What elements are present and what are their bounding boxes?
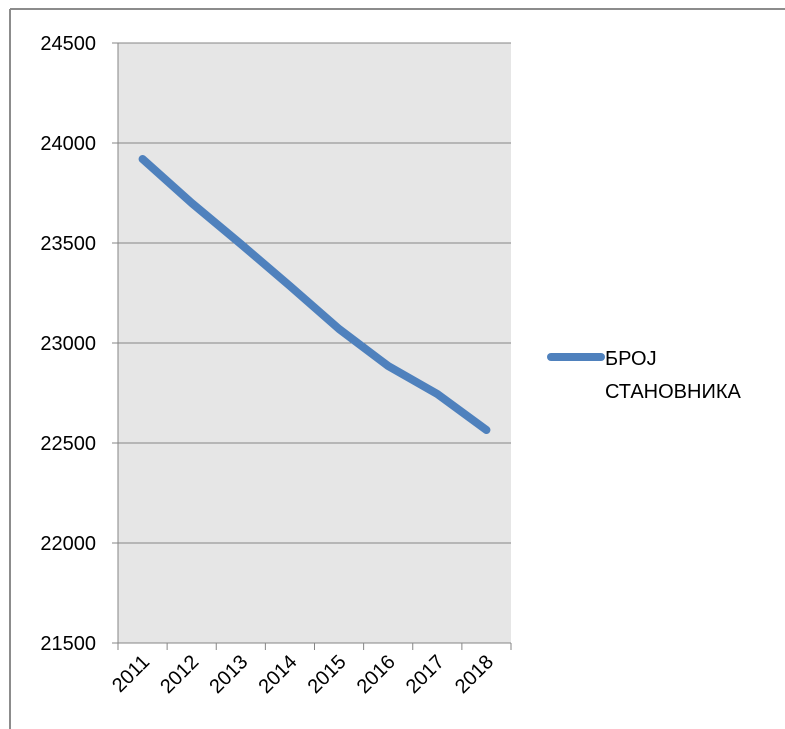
legend-label-line1: БРОЈ (605, 348, 657, 370)
data-point (436, 393, 438, 395)
legend: БРОЈ СТАНОВНИКА (547, 348, 741, 403)
y-tick-label: 21500 (40, 633, 96, 655)
y-tick-label: 24500 (40, 33, 96, 55)
x-tick-label: 2013 (205, 651, 252, 698)
data-point (142, 158, 144, 160)
data-point (240, 243, 242, 245)
data-point (289, 285, 291, 287)
y-tick-label: 24000 (40, 133, 96, 155)
series-layer (138, 155, 491, 434)
data-point (485, 429, 487, 431)
x-tick-label: 2012 (156, 651, 203, 698)
gridlines (112, 42, 511, 644)
x-tick-label: 2011 (108, 651, 154, 697)
x-tick-label: 2014 (254, 651, 301, 698)
x-tick-label: 2018 (451, 651, 498, 698)
y-tick-label: 23500 (40, 233, 96, 255)
data-point (338, 328, 340, 330)
x-tick-label: 2015 (304, 651, 351, 698)
x-tick-label: 2016 (353, 651, 400, 698)
y-tick-label: 22500 (40, 433, 96, 455)
y-axis: 21500 22000 22500 23000 23500 24000 24500 (40, 33, 119, 655)
data-point (387, 365, 389, 367)
x-axis: 2011 2012 2013 2014 2015 2016 2017 2018 (108, 643, 512, 698)
data-point (191, 202, 193, 204)
series-line (138, 155, 491, 434)
y-tick-label: 23000 (40, 333, 96, 355)
y-tick-label: 22000 (40, 533, 96, 555)
x-tick-label: 2017 (402, 651, 449, 698)
legend-label-line2: СТАНОВНИКА (605, 381, 741, 403)
